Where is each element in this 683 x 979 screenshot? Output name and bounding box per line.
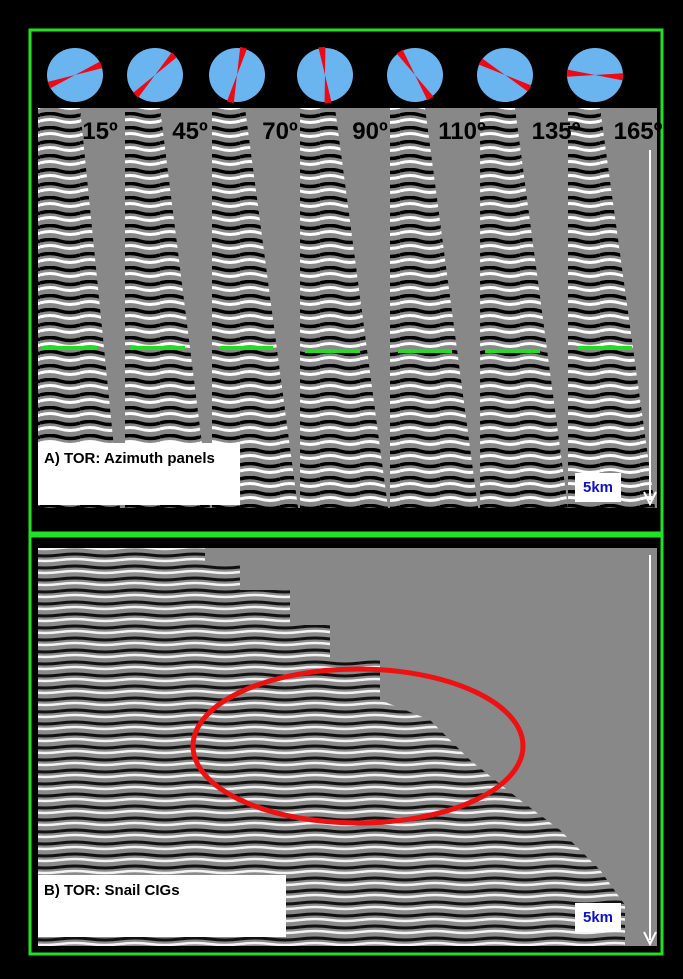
panel-b-caption: B) TOR: Snail CIGs xyxy=(38,875,286,937)
figure: 15º 45º 70º 90º 110º 135º 165º A) TOR: Azimuth… xyxy=(0,0,683,979)
panel-a-scale: 5km xyxy=(575,473,621,502)
panel-a-caption: A) TOR: Azimuth panels xyxy=(38,443,240,505)
azimuth-label: 90º xyxy=(352,118,388,145)
panel-b-scale: 5km xyxy=(575,903,621,932)
azimuth-label: 45º xyxy=(172,118,208,145)
azimuth-label: 135º xyxy=(532,118,581,145)
azimuth-label: 165º xyxy=(614,118,663,145)
azimuth-label: 110º xyxy=(438,118,486,145)
azimuth-icons xyxy=(46,46,625,105)
azimuth-label: 70º xyxy=(262,118,298,145)
azimuth-label: 15º xyxy=(82,118,118,145)
